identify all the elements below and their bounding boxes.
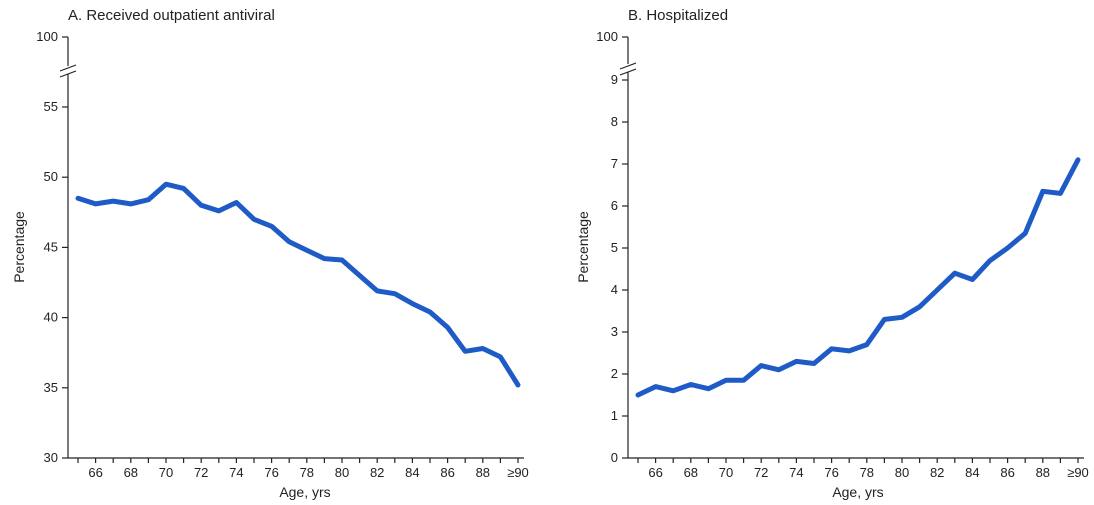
x-axis-title: Age, yrs bbox=[832, 484, 883, 500]
x-tick-label: 74 bbox=[789, 465, 803, 480]
y-tick-label: 5 bbox=[611, 240, 618, 255]
y-tick-label: 3 bbox=[611, 324, 618, 339]
series-line bbox=[75, 181, 521, 388]
y-tick-label: 2 bbox=[611, 366, 618, 381]
x-tick-label: 68 bbox=[684, 465, 698, 480]
x-tick-label: 88 bbox=[1036, 465, 1050, 480]
x-tick-label: 72 bbox=[194, 465, 208, 480]
y-tick-label: 0 bbox=[611, 450, 618, 465]
x-tick-label: 82 bbox=[370, 465, 384, 480]
x-tick-label: 70 bbox=[159, 465, 173, 480]
y-tick-label: 30 bbox=[44, 450, 58, 465]
axis-break-mark bbox=[59, 64, 77, 72]
x-tick-label: ≥90 bbox=[1067, 465, 1089, 480]
y-tick-label: 100 bbox=[36, 29, 58, 44]
x-tick-label: 80 bbox=[335, 465, 349, 480]
y-tick-label: 1 bbox=[611, 408, 618, 423]
x-tick-label: 82 bbox=[930, 465, 944, 480]
y-tick-label: 8 bbox=[611, 114, 618, 129]
y-tick-label: 55 bbox=[44, 99, 58, 114]
x-tick-label: 84 bbox=[965, 465, 979, 480]
panel-title: B. Hospitalized bbox=[628, 7, 728, 24]
chart-panel-hospitalized: B. Hospitalized Percentage Age, yrs 0 1 2 3… bbox=[575, 7, 1089, 500]
x-tick-label: 74 bbox=[229, 465, 243, 480]
x-tick-label: 76 bbox=[824, 465, 838, 480]
x-tick-label: 70 bbox=[719, 465, 733, 480]
x-tick-label: 66 bbox=[88, 465, 102, 480]
axis-break-mark bbox=[619, 62, 637, 70]
y-tick-label: 6 bbox=[611, 198, 618, 213]
y-tick-label: 50 bbox=[44, 169, 58, 184]
y-tick-label: 100 bbox=[596, 29, 618, 44]
x-tick-label: 80 bbox=[895, 465, 909, 480]
panel-title: A. Received outpatient antiviral bbox=[68, 7, 275, 24]
x-tick-label: 86 bbox=[1000, 465, 1014, 480]
chart-panel-antiviral: A. Received outpatient antiviral Percent… bbox=[11, 7, 529, 500]
x-tick-label: 78 bbox=[300, 465, 314, 480]
axis-break-mark bbox=[59, 70, 77, 78]
y-axis-title: Percentage bbox=[11, 211, 27, 283]
y-tick-label: 7 bbox=[611, 156, 618, 171]
y-tick-label: 35 bbox=[44, 380, 58, 395]
x-tick-label: 76 bbox=[264, 465, 278, 480]
y-axis-title: Percentage bbox=[575, 211, 591, 283]
y-tick-label: 45 bbox=[44, 239, 58, 254]
y-tick-label: 4 bbox=[611, 282, 618, 297]
x-tick-label: 86 bbox=[440, 465, 454, 480]
x-tick-label: ≥90 bbox=[507, 465, 529, 480]
axis-break-mark bbox=[619, 68, 637, 76]
x-tick-label: 72 bbox=[754, 465, 768, 480]
y-tick-label: 40 bbox=[44, 310, 58, 325]
x-tick-label: 84 bbox=[405, 465, 419, 480]
series-line bbox=[635, 157, 1081, 398]
x-axis-title: Age, yrs bbox=[279, 484, 330, 500]
y-tick-label: 9 bbox=[611, 72, 618, 87]
x-tick-label: 88 bbox=[476, 465, 490, 480]
x-tick-label: 78 bbox=[860, 465, 874, 480]
x-tick-label: 68 bbox=[124, 465, 138, 480]
x-tick-label: 66 bbox=[648, 465, 662, 480]
